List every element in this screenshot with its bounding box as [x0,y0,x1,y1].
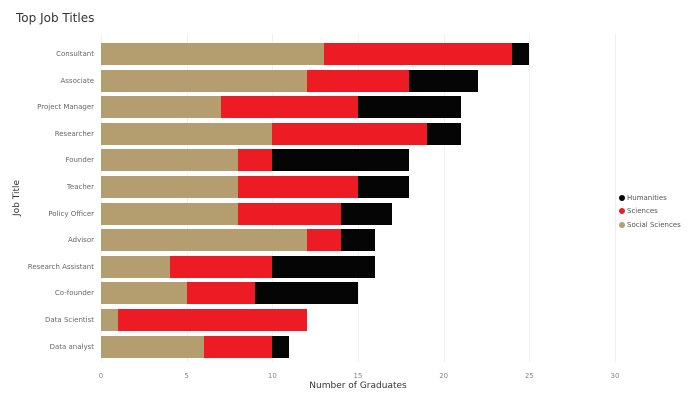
y-tick-label: Data analyst [49,342,94,351]
bar-segment-social-sciences[interactable] [101,229,307,252]
bar-segment-sciences[interactable] [203,335,273,358]
bar-segment-humanities[interactable] [272,255,376,278]
bar-segment-social-sciences[interactable] [101,255,170,278]
bar-segment-humanities[interactable] [358,96,461,119]
gridline [443,34,445,362]
bar-segment-humanities[interactable] [409,69,478,92]
bar-segment-social-sciences[interactable] [101,43,324,65]
bar-segment-sciences[interactable] [169,255,273,278]
legend-item[interactable]: Social Sciences [619,218,681,232]
gridline [101,34,102,362]
bar-segment-humanities[interactable] [512,43,530,65]
legend-item[interactable]: Sciences [619,205,681,219]
y-tick-label: Research Assistant [27,262,94,271]
bar-segment-sciences[interactable] [186,282,256,305]
x-tick-label: 15 [353,372,363,380]
legend-label: Social Sciences [627,220,681,229]
bar-segment-social-sciences[interactable] [101,309,119,331]
x-tick-label: 5 [184,372,189,380]
y-tick-label: Associate [60,76,95,85]
legend-label: Sciences [627,207,658,216]
bar-segment-social-sciences[interactable] [101,202,239,225]
y-tick-label: Advisor [67,236,94,245]
bar-segment-sciences[interactable] [306,229,341,252]
x-tick-label: 0 [98,372,104,380]
bar-segment-social-sciences[interactable] [101,122,273,145]
y-tick-label: Data Scientist [45,316,94,324]
bar-segment-sciences[interactable] [272,122,427,145]
bar-segment-sciences[interactable] [238,202,341,225]
y-tick-label: Researcher [54,129,94,138]
bar-segment-sciences[interactable] [238,149,273,172]
bar-segment-social-sciences[interactable] [101,149,239,172]
y-tick-label: Consultant [56,50,94,58]
y-axis-title: Job Title [12,179,22,217]
legend: Humanities Sciences Social Sciences [619,191,681,232]
bar-segment-humanities[interactable] [340,202,393,225]
bar-segment-humanities[interactable] [340,229,376,252]
bar-segment-humanities[interactable] [272,335,290,358]
gridline [358,34,359,362]
bar-segment-humanities[interactable] [358,176,410,198]
bar-segment-humanities[interactable] [255,282,358,305]
bar-segment-sciences[interactable] [220,96,358,119]
x-axis-title: Number of Graduates [309,381,407,391]
bar-segment-sciences[interactable] [238,176,358,198]
x-tick-label: 25 [524,372,534,380]
bar-segment-social-sciences[interactable] [101,335,204,358]
bar-segment-social-sciences[interactable] [101,96,221,119]
chart-title: Top Job Titles [16,11,95,25]
bar-segment-sciences[interactable] [118,309,307,331]
legend-dot-icon [619,208,625,215]
plot-area [101,34,616,362]
gridline [186,34,188,362]
legend-dot-icon [619,221,625,228]
gridline [272,34,274,362]
bar-segment-humanities[interactable] [426,122,461,145]
legend-dot-icon [619,194,625,201]
y-tick-label: Founder [65,156,94,165]
gridline [529,34,531,362]
x-tick-label: 30 [610,372,620,380]
x-tick-label: 10 [267,372,277,380]
gridline [615,34,616,362]
y-tick-label: Co-founder [54,289,94,298]
bar-segment-social-sciences[interactable] [101,176,239,198]
bar-segment-social-sciences[interactable] [101,69,307,92]
bar-segment-social-sciences[interactable] [101,282,187,305]
y-tick-label: Project Manager [37,103,94,112]
legend-label: Humanities [627,193,667,202]
bar-segment-sciences[interactable] [323,43,513,65]
bar-segment-humanities[interactable] [272,149,410,172]
x-tick-label: 20 [439,372,449,380]
y-tick-label: Teacher [66,183,94,191]
y-tick-label: Policy Officer [48,209,94,218]
legend-item[interactable]: Humanities [619,191,681,205]
bar-segment-sciences[interactable] [306,69,410,92]
